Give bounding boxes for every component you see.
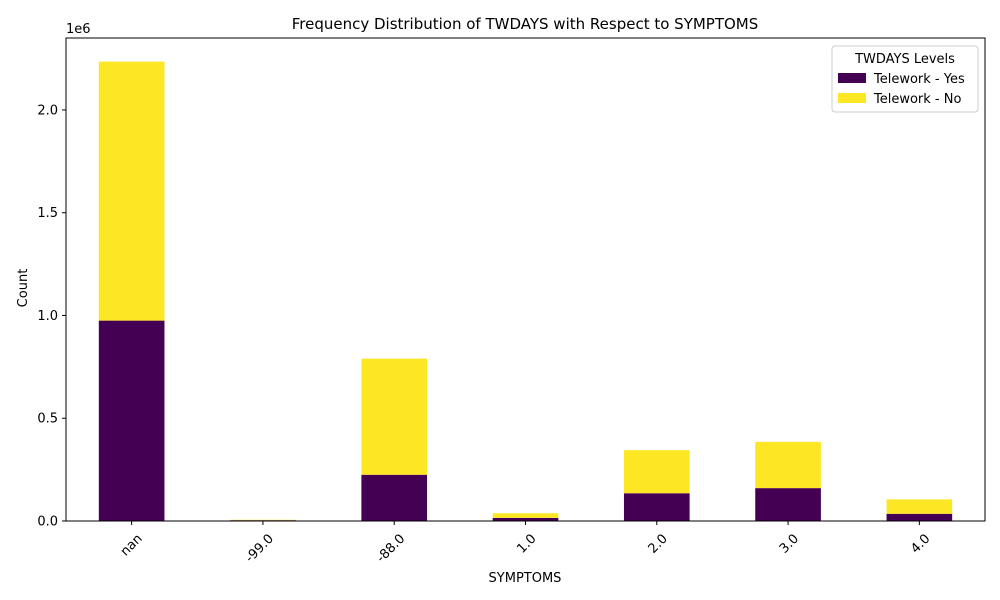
x-tick-label: -99.0 [243, 531, 277, 565]
bar-telework-no-4 [623, 450, 690, 494]
y-axis-multiplier: 1e6 [66, 22, 91, 37]
bar-telework-yes-2 [361, 474, 428, 521]
x-tick-label: 1.0 [514, 531, 539, 556]
x-axis-label: SYMPTOMS [489, 571, 562, 586]
y-tick-label: 1.0 [37, 309, 58, 324]
bar-telework-no-2 [361, 358, 428, 475]
y-tick-label: 0.5 [37, 412, 58, 427]
chart-title: Frequency Distribution of TWDAYS with Re… [292, 15, 759, 33]
bar-telework-yes-0 [98, 320, 165, 521]
y-tick-label: 2.0 [37, 103, 58, 118]
bar-telework-yes-3 [492, 517, 559, 521]
bar-telework-no-0 [98, 61, 165, 321]
x-tick-label: -88.0 [374, 531, 408, 565]
bar-telework-yes-6 [886, 513, 953, 521]
legend-box [831, 45, 979, 113]
legend-swatch-telework-no [838, 93, 866, 103]
x-tick-label: 4.0 [908, 531, 933, 556]
bar-telework-no-5 [755, 441, 821, 489]
x-tick-label: nan [118, 531, 146, 559]
legend-swatch-telework-yes [838, 73, 866, 83]
legend-label-telework-yes: Telework - Yes [873, 72, 965, 87]
axes-group: 0.0 0.5 1.0 1.5 2.0 nan -99.0 -88.0 1.0 2.0 3.0 4.0 [37, 37, 986, 566]
y-axis-label: Count [16, 269, 31, 308]
bar-telework-yes-5 [755, 488, 821, 521]
y-tick-label: 1.5 [37, 206, 58, 221]
y-tick-label: 0.0 [37, 515, 58, 530]
bar-telework-no-3 [492, 513, 559, 518]
x-tick-label: 2.0 [646, 531, 671, 556]
legend: TWDAYS Levels Telework - Yes Telework - No [831, 45, 979, 113]
bar-telework-no-6 [886, 499, 953, 514]
x-tick-label: 3.0 [777, 531, 802, 556]
legend-label-telework-no: Telework - No [873, 92, 961, 107]
bars-group [98, 61, 953, 521]
bar-telework-yes-4 [623, 493, 690, 521]
legend-title: TWDAYS Levels [854, 52, 955, 67]
